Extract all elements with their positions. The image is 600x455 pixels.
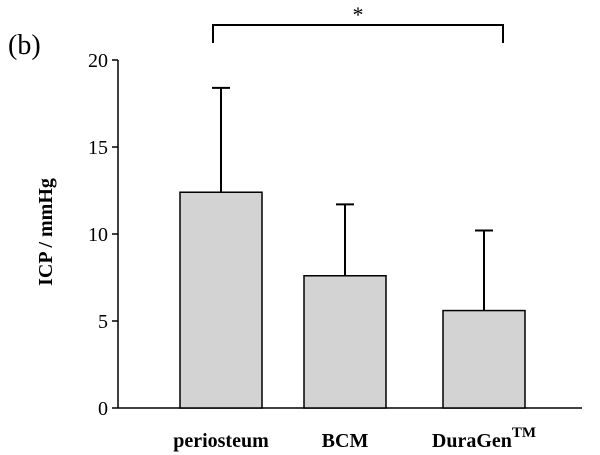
y-tick-label: 0 <box>98 398 108 420</box>
y-tick-label: 5 <box>98 311 108 333</box>
panel-label: (b) <box>8 30 41 61</box>
plot-area: 0 5 10 15 20 periosteum BCM DuraGenTM * <box>88 2 582 452</box>
significance-marker: * <box>353 2 364 27</box>
bar <box>303 275 387 409</box>
x-tick-label: DuraGenTM <box>432 425 536 452</box>
y-axis-label: ICP / mmHg <box>35 178 57 286</box>
bar <box>179 191 263 409</box>
x-tick-label: BCM <box>322 430 369 452</box>
significance-bracket <box>212 24 504 43</box>
bar <box>442 309 526 409</box>
y-tick-label: 10 <box>88 224 108 246</box>
x-tick-label: periosteum <box>173 430 269 452</box>
y-tick-label: 20 <box>88 50 108 72</box>
y-tick-label: 15 <box>88 137 108 159</box>
